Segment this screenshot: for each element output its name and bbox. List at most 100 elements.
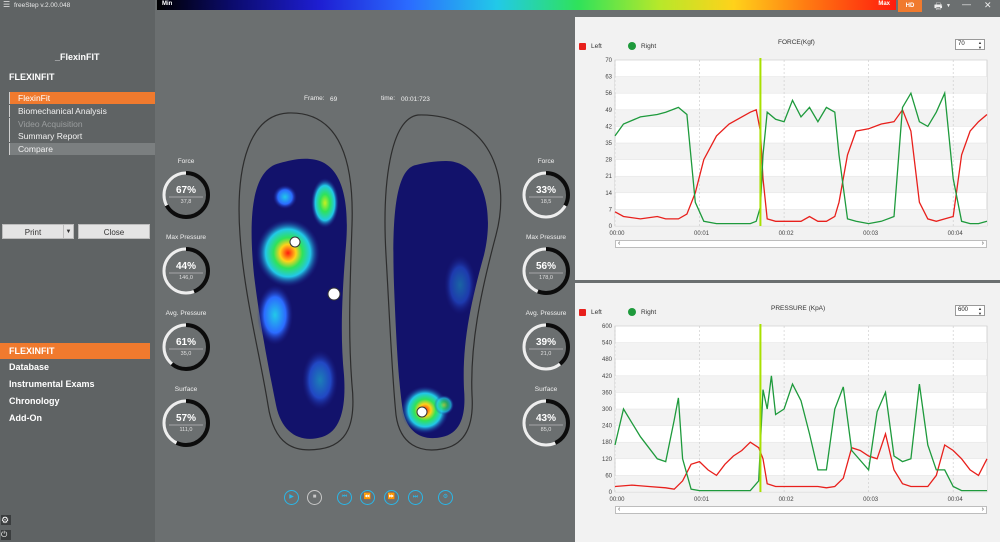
nav-item-database[interactable]: Database bbox=[9, 362, 50, 372]
right-insole-outline bbox=[384, 114, 502, 451]
section-title: FLEXINFIT bbox=[9, 72, 55, 82]
left-gauge-label: Max Pressure bbox=[165, 234, 207, 241]
left-gauge-value: 67% bbox=[175, 185, 196, 196]
y-tick-label: 56 bbox=[605, 91, 612, 97]
printer-icon[interactable]: 🖶 bbox=[934, 1, 943, 11]
settings-icon[interactable]: ⚙ bbox=[438, 490, 453, 505]
print-button[interactable]: Print bbox=[2, 224, 64, 239]
frame-label: Frame: bbox=[304, 95, 325, 102]
menu-item-video-acquisition: Video Acquisition bbox=[9, 118, 155, 130]
y-tick-label: 60 bbox=[605, 473, 612, 479]
right-gauge-label: Surface bbox=[534, 386, 558, 393]
force-max-spinner[interactable]: 70 bbox=[955, 39, 985, 50]
left-gauge-label: Avg. Pressure bbox=[165, 310, 207, 317]
rewind-icon[interactable]: ⏪ bbox=[360, 490, 375, 505]
force-chart: 0 7 14 21 28 35 42 49 56 63 70 00:00 00:01 00:02 00:03… bbox=[605, 58, 988, 237]
window-minimize-icon[interactable]: — bbox=[962, 0, 971, 9]
brand-label: _FlexinFIT bbox=[55, 52, 100, 62]
pressure-max-spinner[interactable]: 600 bbox=[955, 305, 985, 316]
force-chart-title: FORCE(Kgf) bbox=[778, 39, 815, 46]
menu-item-biomechanical-analysis[interactable]: Biomechanical Analysis bbox=[9, 105, 155, 117]
x-tick-label: 00:03 bbox=[863, 497, 879, 503]
left-gauge-fill bbox=[162, 323, 210, 371]
menu-item-flexinfit[interactable]: FlexinFit bbox=[9, 92, 155, 104]
scale-min-label: Min bbox=[162, 1, 173, 7]
left-gauge-subvalue: 35,0 bbox=[180, 351, 192, 357]
x-tick-label: 00:01 bbox=[694, 497, 710, 503]
y-tick-label: 120 bbox=[602, 457, 613, 463]
force-chart-scrollbar[interactable]: ‹ › bbox=[615, 240, 987, 248]
series-line-right bbox=[614, 375, 987, 492]
y-tick-label: 49 bbox=[605, 108, 612, 114]
x-tick-label: 00:04 bbox=[948, 231, 964, 237]
chevron-down-icon[interactable]: ▼ bbox=[946, 3, 951, 9]
grid-band bbox=[615, 409, 987, 426]
force-legend-right: Right bbox=[641, 43, 657, 50]
gear-icon[interactable]: ⚙ bbox=[1, 515, 11, 525]
y-tick-label: 14 bbox=[605, 191, 612, 197]
y-tick-label: 360 bbox=[602, 390, 613, 396]
left-gauge-value: 61% bbox=[175, 337, 196, 348]
right-gauge-subvalue: 21,0 bbox=[540, 351, 552, 357]
right-gauge-subvalue: 18,5 bbox=[540, 199, 552, 205]
hd-button[interactable]: HD bbox=[898, 0, 922, 12]
grid-band bbox=[615, 109, 987, 127]
left-gauge-ring bbox=[162, 247, 210, 295]
series-line-left bbox=[614, 108, 988, 222]
force-legend-left-swatch bbox=[579, 43, 586, 50]
pressure-legend-left-swatch bbox=[579, 309, 586, 316]
foot-pressure-maps bbox=[238, 112, 502, 451]
menu-item-compare[interactable]: Compare bbox=[9, 143, 155, 155]
power-icon[interactable]: ⏻ bbox=[1, 530, 11, 540]
pressure-chart-scrollbar[interactable]: ‹ › bbox=[615, 506, 987, 514]
grid-band bbox=[615, 375, 987, 393]
pressure-chart-title: PRESSURE (KpA) bbox=[771, 305, 826, 312]
pressure-color-scale: Min Max bbox=[157, 0, 896, 10]
left-gauge-label: Force bbox=[177, 158, 195, 165]
left-gauge-fill bbox=[162, 171, 210, 219]
left-gauge-ring bbox=[162, 171, 210, 219]
scale-max-label: Max bbox=[878, 1, 890, 7]
right-gauge-ring bbox=[522, 171, 570, 219]
right-gauge-fill bbox=[522, 247, 570, 295]
y-tick-label: 0 bbox=[609, 224, 613, 230]
right-gauge-ring bbox=[522, 247, 570, 295]
y-tick-label: 21 bbox=[605, 174, 612, 180]
nav-item-flexinfit[interactable]: FLEXINFIT bbox=[0, 343, 150, 359]
right-gauge-label: Avg. Pressure bbox=[525, 310, 567, 317]
y-tick-label: 540 bbox=[602, 341, 613, 347]
nav-item-add-on[interactable]: Add-On bbox=[9, 413, 42, 423]
right-gauge-fill bbox=[522, 399, 570, 447]
series-line-left bbox=[614, 431, 988, 490]
skip-to-start-icon[interactable]: ⏮ bbox=[337, 490, 352, 505]
play-icon[interactable]: ▶ bbox=[284, 490, 299, 505]
nav-item-instrumental-exams[interactable]: Instrumental Exams bbox=[9, 379, 95, 389]
y-tick-label: 480 bbox=[602, 357, 613, 363]
stop-icon[interactable]: ■ bbox=[307, 490, 322, 505]
left-gauge-subvalue: 146,0 bbox=[179, 275, 193, 281]
title-bar: ☰ freeStep v.2.00.048 bbox=[0, 0, 155, 12]
right-gauge-label: Force bbox=[537, 158, 555, 165]
y-tick-label: 7 bbox=[609, 207, 613, 213]
pressure-chart: 0 60 120 180 240 300 360 420 480 540 600 00:00 00:01… bbox=[602, 324, 988, 503]
fast-forward-icon[interactable]: ⏩ bbox=[384, 490, 399, 505]
left-gauge-subvalue: 37,8 bbox=[180, 199, 192, 205]
print-dropdown-icon[interactable]: ▼ bbox=[63, 224, 74, 239]
window-close-icon[interactable]: ✕ bbox=[984, 0, 992, 10]
nav-item-chronology[interactable]: Chronology bbox=[9, 396, 60, 406]
close-button[interactable]: Close bbox=[78, 224, 150, 239]
menu-item-summary-report[interactable]: Summary Report bbox=[9, 130, 155, 142]
left-gauge-value: 57% bbox=[175, 413, 196, 424]
x-tick-label: 00:01 bbox=[694, 231, 710, 237]
right-gauge-value: 39% bbox=[535, 337, 556, 348]
right-gauge-label: Max Pressure bbox=[525, 234, 567, 241]
grid-band bbox=[615, 76, 987, 94]
left-gauge-fill bbox=[162, 247, 210, 295]
skip-to-end-icon[interactable]: ⏭ bbox=[408, 490, 423, 505]
y-tick-label: 300 bbox=[602, 407, 613, 413]
left-gauge-ring bbox=[162, 323, 210, 371]
right-gauge-ring bbox=[522, 323, 570, 371]
x-tick-label: 00:00 bbox=[609, 497, 625, 503]
x-tick-label: 00:03 bbox=[863, 231, 879, 237]
hamburger-menu-icon[interactable]: ☰ bbox=[3, 0, 11, 9]
